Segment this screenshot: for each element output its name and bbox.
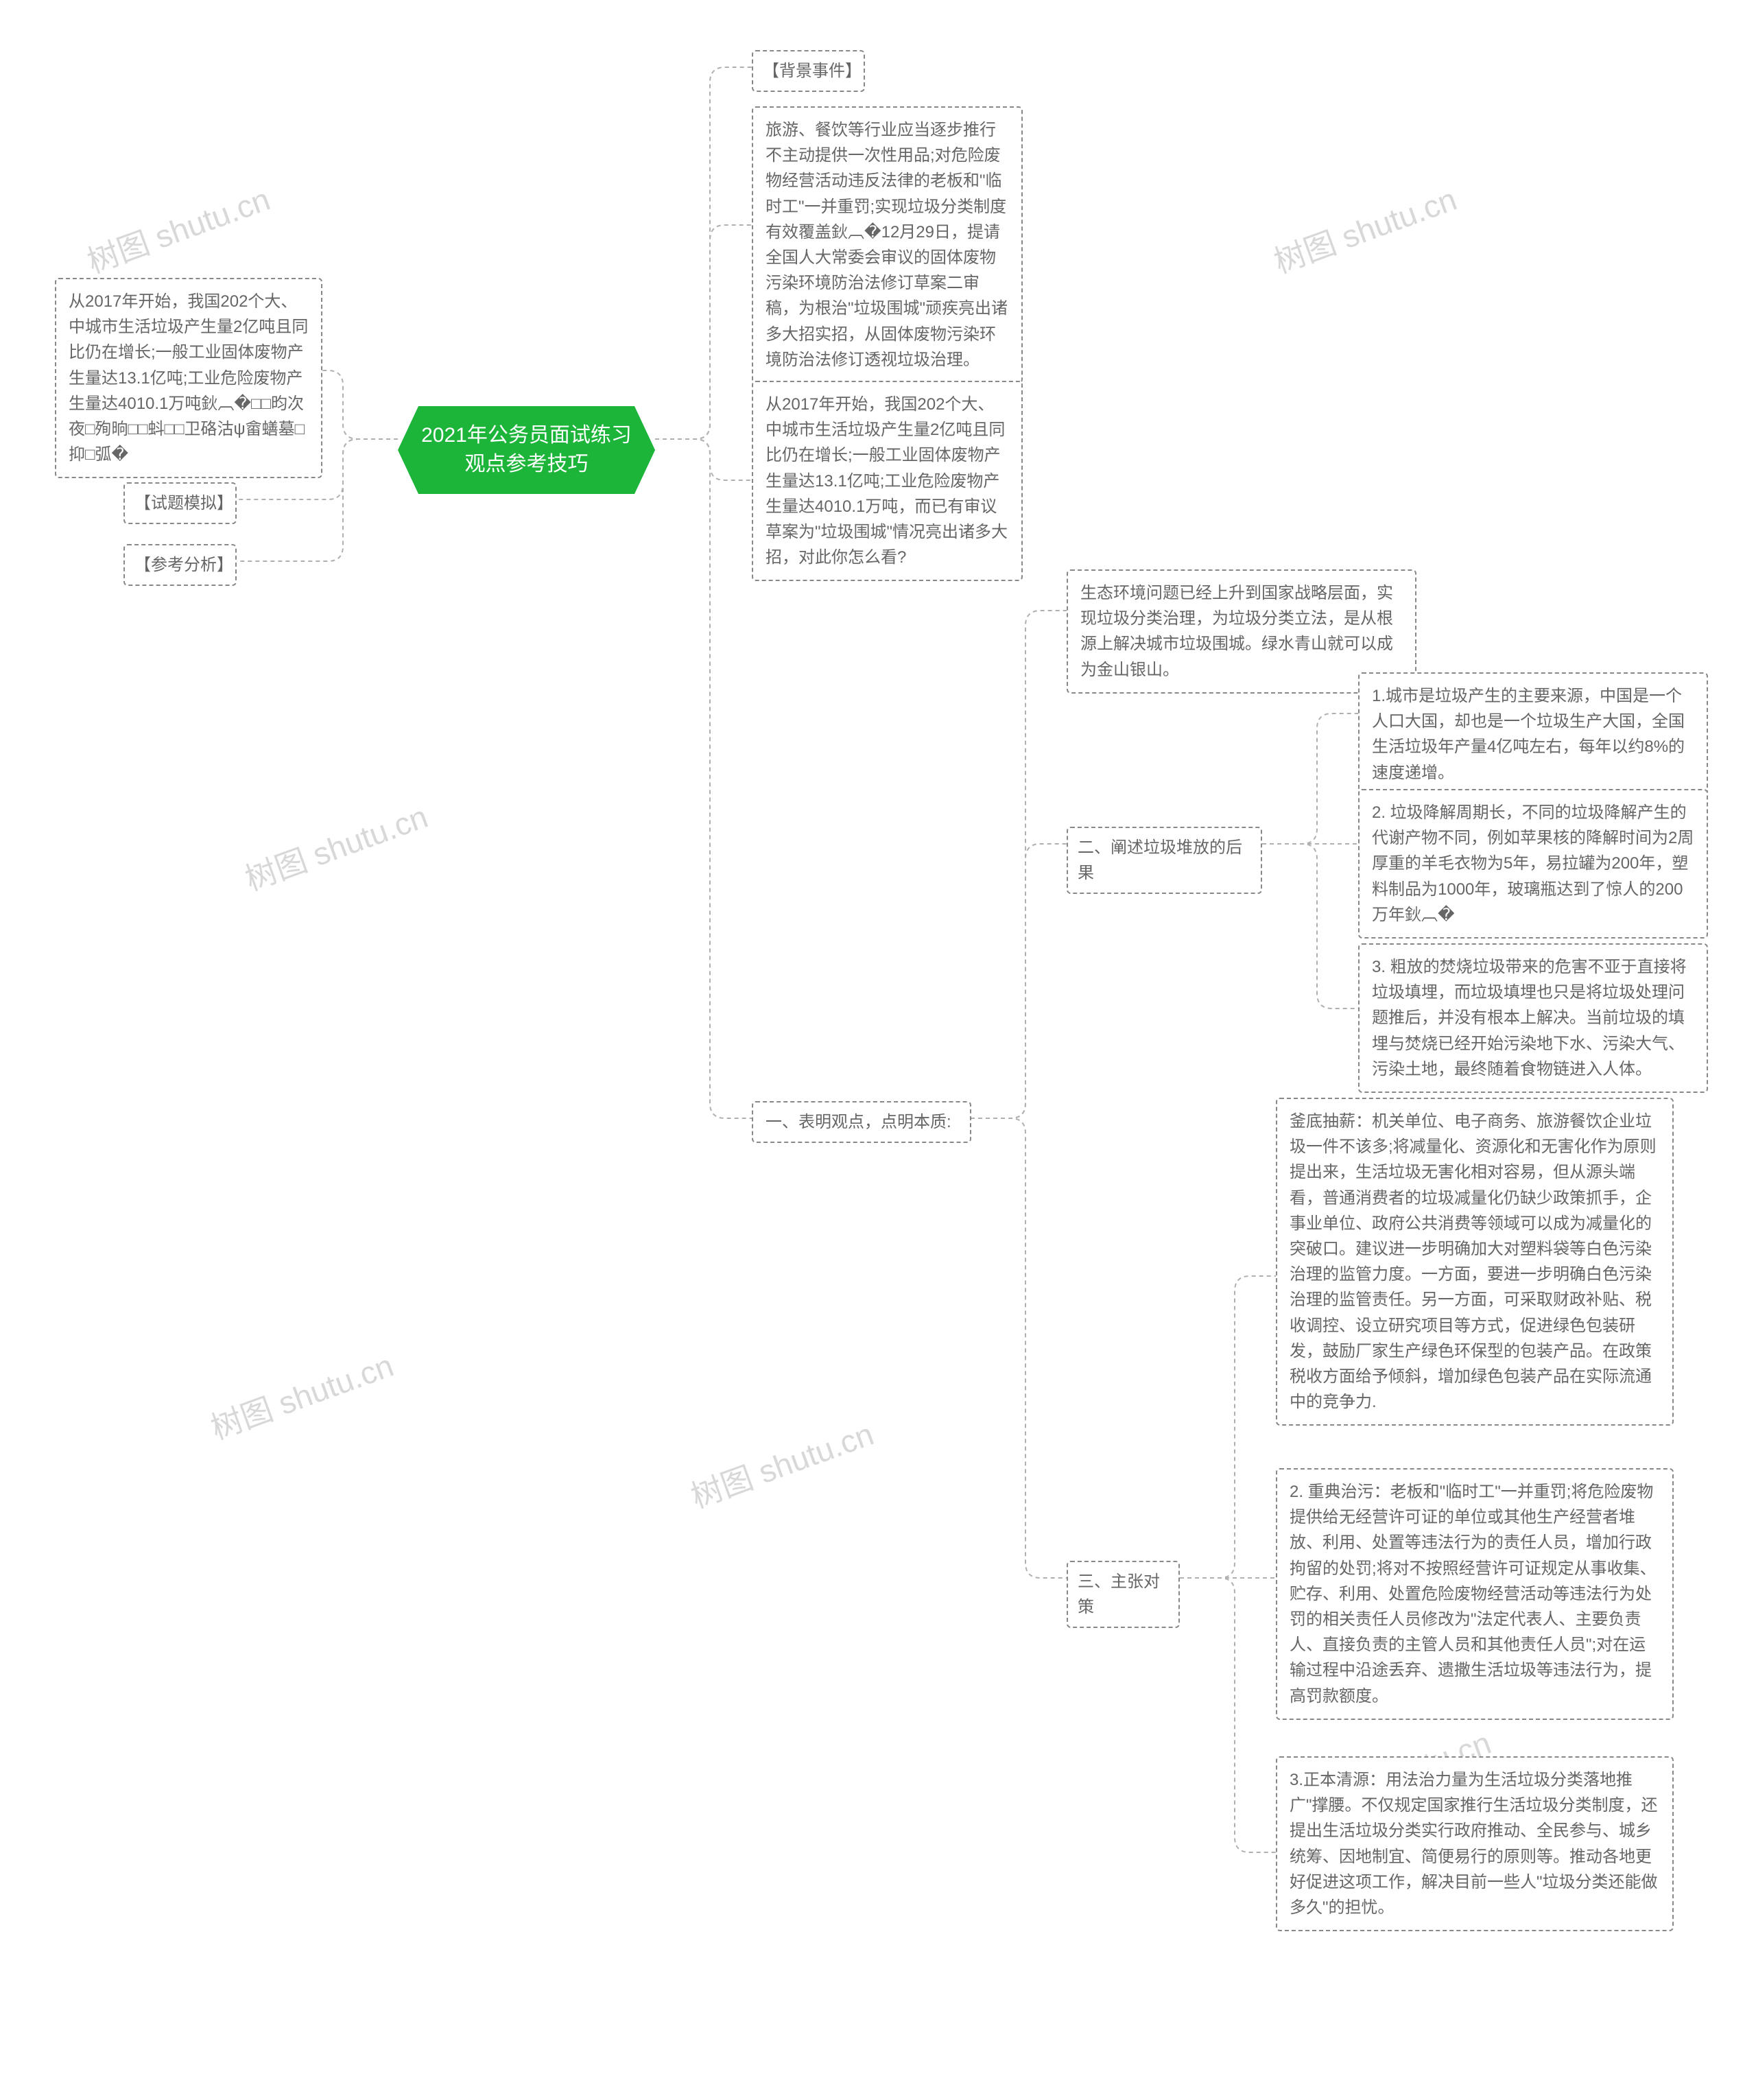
left-node-simulation[interactable]: 【试题模拟】	[123, 482, 237, 524]
watermark: 树图 shutu.cn	[684, 1409, 879, 1517]
right-node-consequence-label[interactable]: 二、阐述垃圾堆放的后果	[1067, 827, 1262, 894]
left-node-context[interactable]: 从2017年开始，我国202个大、中城市生活垃圾产生量2亿吨且同比仍在增长;一般…	[55, 278, 322, 478]
right-node-policy-1[interactable]: 釜底抽薪：机关单位、电子商务、旅游餐饮企业垃圾一件不该多;将减量化、资源化和无害…	[1276, 1098, 1674, 1426]
watermark: 树图 shutu.cn	[238, 792, 433, 899]
watermark: 树图 shutu.cn	[80, 174, 275, 282]
watermark: 树图 shutu.cn	[204, 1341, 399, 1448]
right-node-question[interactable]: 从2017年开始，我国202个大、中城市生活垃圾产生量2亿吨且同比仍在增长;一般…	[752, 381, 1023, 581]
right-node-consequence-1[interactable]: 1.城市是垃圾产生的主要来源，中国是一个人口大国，却也是一个垃圾生产大国，全国生…	[1358, 672, 1708, 797]
right-node-background-label[interactable]: 【背景事件】	[752, 50, 865, 92]
right-node-viewpoint[interactable]: 一、表明观点，点明本质:	[752, 1101, 971, 1143]
root-node[interactable]: 2021年公务员面试练习观点参考技巧	[398, 406, 655, 494]
right-node-consequence-3[interactable]: 3. 粗放的焚烧垃圾带来的危害不亚于直接将垃圾填埋，而垃圾填埋也只是将垃圾处理问…	[1358, 943, 1708, 1093]
watermark: 树图 shutu.cn	[1267, 174, 1462, 282]
right-node-policy-label[interactable]: 三、主张对策	[1067, 1561, 1180, 1628]
right-node-policy-3[interactable]: 3.正本清源：用法治力量为生活垃圾分类落地推广"撑腰。不仅规定国家推行生活垃圾分…	[1276, 1756, 1674, 1931]
left-node-analysis[interactable]: 【参考分析】	[123, 544, 237, 586]
right-node-policy-2[interactable]: 2. 重典治污：老板和"临时工"一并重罚;将危险废物提供给无经营许可证的单位或其…	[1276, 1468, 1674, 1720]
right-node-background-body[interactable]: 旅游、餐饮等行业应当逐步推行不主动提供一次性用品;对危险废物经营活动违反法律的老…	[752, 106, 1023, 384]
right-node-consequence-2[interactable]: 2. 垃圾降解周期长，不同的垃圾降解产生的代谢产物不同，例如苹果核的降解时间为2…	[1358, 789, 1708, 939]
